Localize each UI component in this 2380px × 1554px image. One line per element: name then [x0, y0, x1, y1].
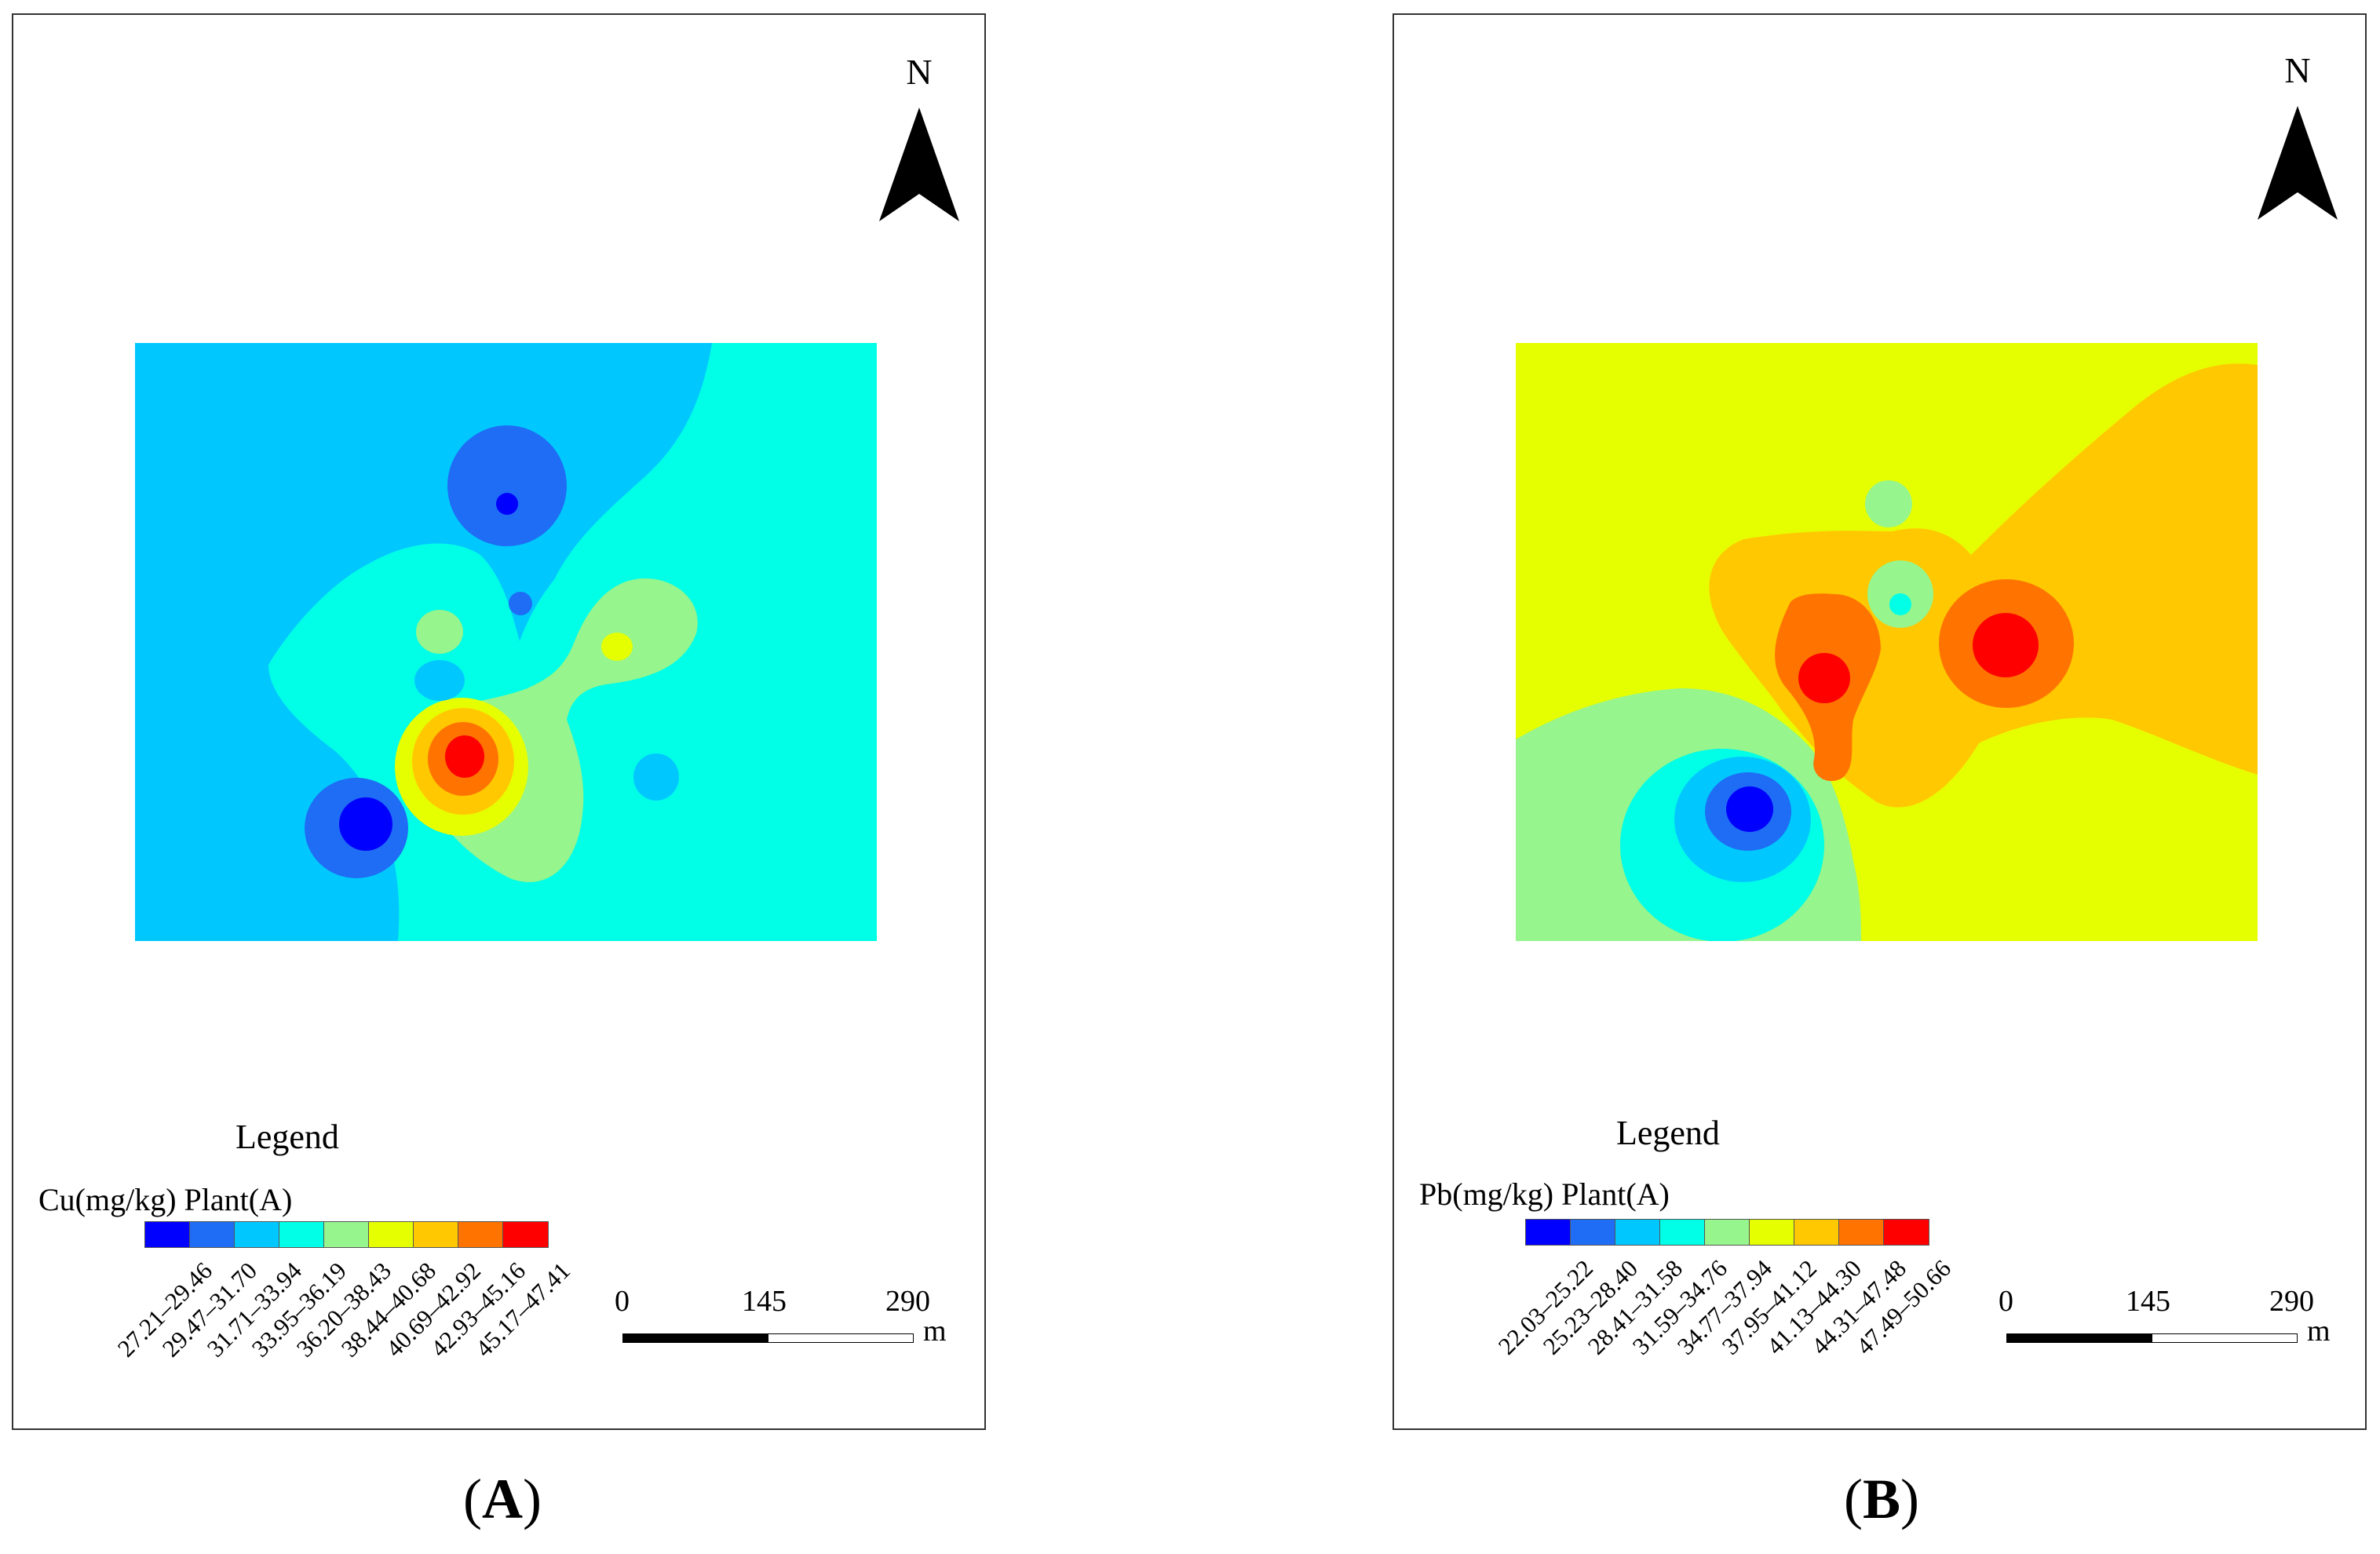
legend-swatch — [1705, 1220, 1750, 1245]
cu-interpolation-map — [135, 343, 877, 941]
legend-title: Legend — [1616, 1114, 1720, 1152]
scale-segment-white — [768, 1333, 914, 1343]
map-area-34-77-north — [1865, 480, 1912, 527]
caption-letter: A — [482, 1468, 523, 1530]
map-area-27-21-sw — [339, 797, 392, 851]
legend-swatch — [235, 1222, 279, 1247]
north-arrow: N — [876, 53, 962, 225]
map-area-31-71-east — [633, 753, 679, 801]
map-area-29-47-mid — [509, 592, 532, 615]
legend-swatch — [458, 1222, 503, 1247]
north-label: N — [906, 52, 933, 92]
map-area-31-71 — [135, 343, 712, 941]
legend-swatch — [1750, 1220, 1794, 1245]
map-area-36-20-small — [416, 610, 463, 654]
map-area-31-71-small — [414, 660, 465, 701]
legend-swatch — [503, 1222, 548, 1247]
map-area-47-49-west — [1798, 653, 1850, 703]
scale-bar: 0 145 290 m — [607, 1285, 947, 1355]
legend-swatch — [1615, 1220, 1660, 1245]
map-area-29-47-north — [447, 425, 567, 546]
legend-title: Legend — [235, 1118, 339, 1156]
north-arrow-icon — [879, 108, 959, 221]
legend-color-bar — [144, 1221, 549, 1248]
map-area-27-21-north — [496, 493, 518, 515]
legend-swatch — [1794, 1220, 1839, 1245]
scale-tick-label: 145 — [742, 1285, 787, 1318]
legend-swatch — [1839, 1220, 1884, 1245]
scale-segment-black — [2006, 1333, 2152, 1343]
legend-swatch — [190, 1222, 235, 1247]
caption-letter: B — [1862, 1468, 1901, 1530]
legend-swatch — [279, 1222, 324, 1247]
map-panel-a: N Legend Cu(mg/kg) Plant(A) 27.21–29.46 … — [12, 13, 986, 1430]
legend-swatch — [1660, 1220, 1705, 1245]
north-arrow-icon — [2258, 106, 2338, 220]
legend-swatch — [369, 1222, 414, 1247]
legend-subtitle: Pb(mg/kg) Plant(A) — [1419, 1176, 1670, 1212]
scale-segment-black — [622, 1333, 768, 1343]
caption-b: (B) — [1844, 1468, 1919, 1530]
pb-interpolation-map — [1516, 343, 2258, 941]
legend-color-bar — [1525, 1219, 1929, 1246]
scale-tick-label: 0 — [1999, 1285, 2013, 1318]
map-area-38-44-north — [601, 633, 633, 661]
caption-a: (A) — [463, 1468, 542, 1530]
north-label: N — [2284, 50, 2311, 90]
scale-unit: m — [923, 1315, 947, 1348]
legend-swatch — [324, 1222, 369, 1247]
scale-tick-label: 0 — [615, 1285, 630, 1318]
north-arrow: N — [2254, 51, 2341, 224]
map-area-47-49-east — [1973, 613, 2039, 677]
scale-segment-white — [2152, 1333, 2298, 1343]
scale-tick-label: 290 — [885, 1285, 930, 1318]
legend-swatch — [414, 1222, 458, 1247]
legend-swatch — [1526, 1220, 1571, 1245]
legend-subtitle: Cu(mg/kg) Plant(A) — [38, 1182, 293, 1217]
map-area-22-03-sw — [1726, 786, 1773, 832]
map-panel-b: N Legend Pb(mg/kg) Plant(A) 22.03–25.22 … — [1393, 13, 2367, 1430]
legend-swatch — [1884, 1220, 1929, 1245]
scale-bar: 0 145 290 m — [1991, 1285, 2331, 1355]
map-area-45-17 — [445, 735, 484, 778]
legend-swatch — [1571, 1220, 1615, 1245]
scale-tick-label: 145 — [2126, 1285, 2170, 1318]
legend-swatch — [145, 1222, 190, 1247]
map-area-31-59-mid — [1889, 593, 1911, 615]
scale-unit: m — [2307, 1315, 2331, 1348]
scale-tick-label: 290 — [2269, 1285, 2314, 1318]
